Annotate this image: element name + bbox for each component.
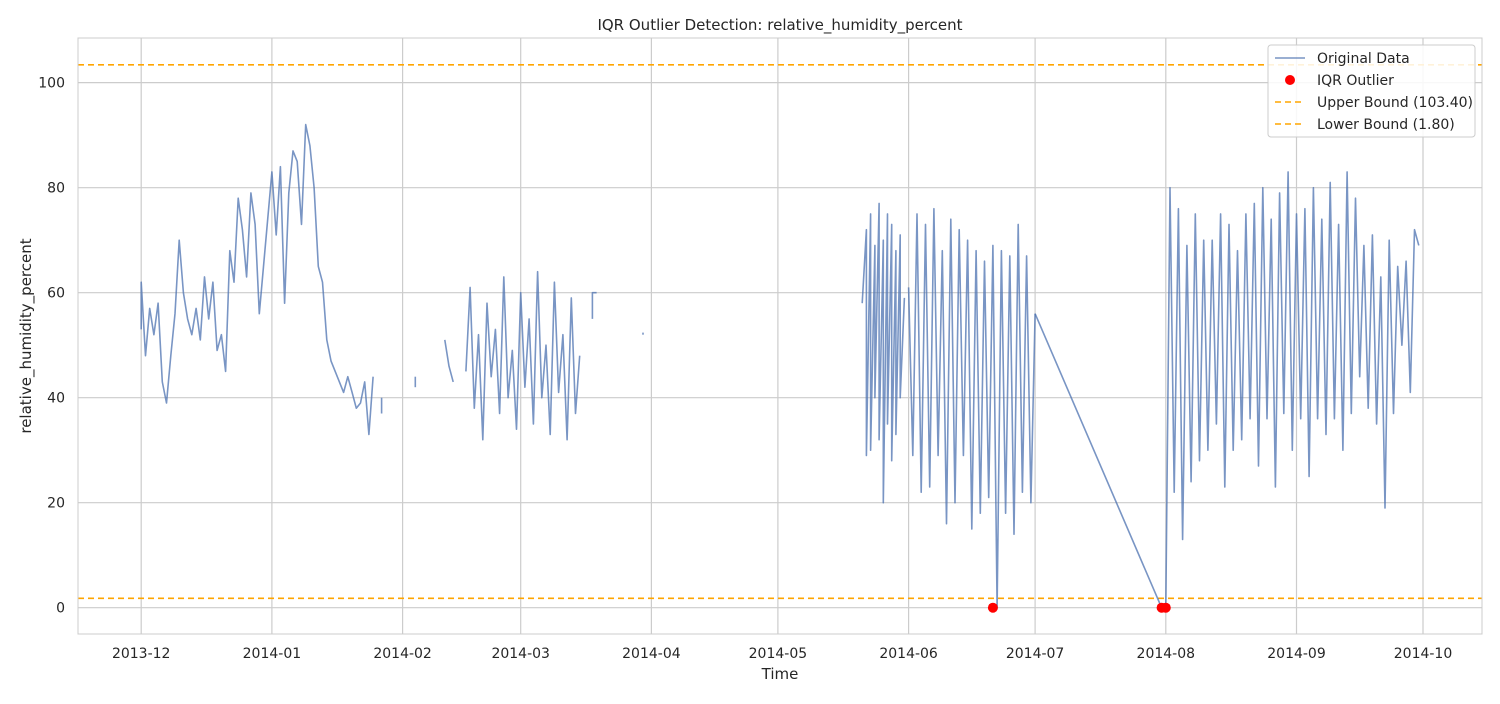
- legend: Original Data IQR Outlier Upper Bound (1…: [1267, 44, 1476, 138]
- legend-outlier-swatch: [1285, 75, 1295, 85]
- series-segment: [444, 339, 454, 383]
- x-axis-ticks: 2013-12 2014-01 2014-02 2014-03 2014-04 2014-…: [112, 646, 1452, 662]
- series-segment: [861, 202, 906, 504]
- y-tick-label: 20: [47, 496, 65, 512]
- y-tick-label: 0: [56, 601, 65, 617]
- x-tick-label: 2014-05: [749, 646, 808, 662]
- legend-label-upper: Upper Bound (103.40): [1317, 95, 1473, 111]
- series-segment: [1165, 171, 1420, 608]
- outlier-points: [987, 602, 1171, 613]
- x-tick-label: 2014-02: [373, 646, 432, 662]
- series-lines: [140, 123, 1420, 609]
- series-segment: [907, 207, 1036, 609]
- outlier-point: [1160, 602, 1171, 613]
- legend-label-lower: Lower Bound (1.80): [1317, 117, 1455, 133]
- legend-label-outlier: IQR Outlier: [1317, 73, 1394, 89]
- y-tick-label: 100: [38, 76, 65, 92]
- x-tick-label: 2013-12: [112, 646, 171, 662]
- y-axis-label: relative_humidity_percent: [17, 238, 36, 433]
- x-tick-label: 2014-10: [1394, 646, 1453, 662]
- x-tick-label: 2014-03: [491, 646, 550, 662]
- y-tick-label: 40: [47, 391, 65, 407]
- x-tick-label: 2014-06: [879, 646, 938, 662]
- legend-label-original: Original Data: [1317, 51, 1410, 67]
- x-tick-label: 2014-01: [243, 646, 302, 662]
- x-tick-label: 2014-09: [1267, 646, 1326, 662]
- plot-frame: [77, 37, 1483, 635]
- legend-box: [1267, 44, 1476, 138]
- y-tick-label: 80: [47, 181, 65, 197]
- chart-title: IQR Outlier Detection: relative_humidity…: [597, 16, 962, 35]
- x-tick-label: 2014-07: [1006, 646, 1065, 662]
- y-axis-ticks: 0 20 40 60 80 100: [38, 76, 65, 617]
- x-tick-label: 2014-08: [1137, 646, 1196, 662]
- x-tick-label: 2014-04: [622, 646, 681, 662]
- x-axis-label: Time: [761, 665, 799, 683]
- series-segment: [591, 291, 597, 319]
- series-segment: [140, 123, 374, 436]
- outlier-point: [987, 602, 998, 613]
- series-segment: [465, 270, 581, 441]
- bound-lines: [78, 64, 1482, 600]
- grid-lines: [78, 38, 1482, 634]
- y-tick-label: 60: [47, 286, 65, 302]
